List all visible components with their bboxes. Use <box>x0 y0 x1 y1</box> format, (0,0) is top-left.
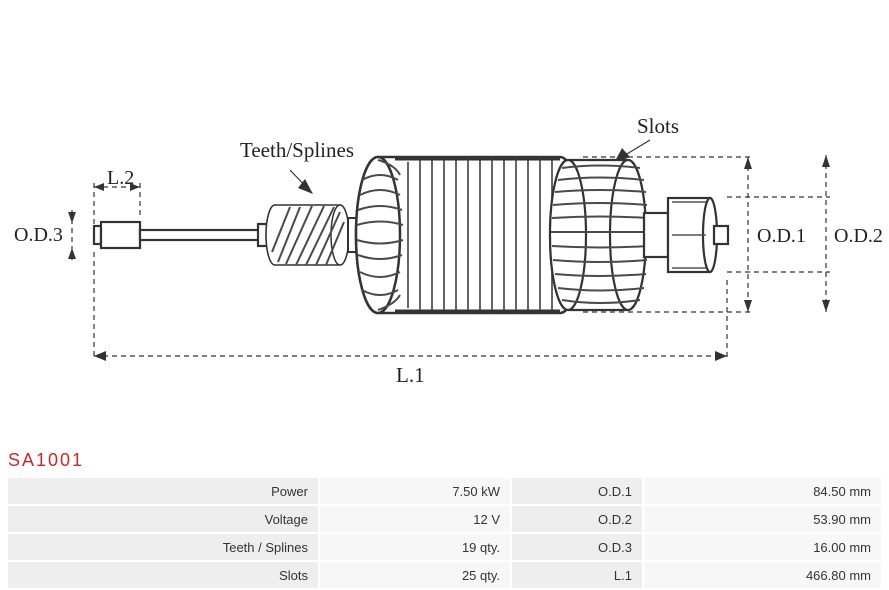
spec-value: 53.90 mm <box>644 506 881 532</box>
label-od2: O.D.2 <box>834 225 883 248</box>
spec-label: O.D.1 <box>512 478 642 504</box>
spec-value: 25 qty. <box>320 562 510 588</box>
spec-value: 19 qty. <box>320 534 510 560</box>
spec-label: L.1 <box>512 562 642 588</box>
spec-value: 84.50 mm <box>644 478 881 504</box>
spec-label: Teeth / Splines <box>8 534 318 560</box>
part-number: SA1001 <box>0 445 889 476</box>
table-row: Power 7.50 kW O.D.1 84.50 mm <box>8 478 881 504</box>
table-row: Voltage 12 V O.D.2 53.90 mm <box>8 506 881 532</box>
spec-label: Voltage <box>8 506 318 532</box>
spec-value: 12 V <box>320 506 510 532</box>
spec-table: Power 7.50 kW O.D.1 84.50 mm Voltage 12 … <box>0 476 889 590</box>
spec-label: Slots <box>8 562 318 588</box>
spec-label: O.D.2 <box>512 506 642 532</box>
table-row: Slots 25 qty. L.1 466.80 mm <box>8 562 881 588</box>
diagram-area: Teeth/Splines Slots L.2 O.D.3 L.1 O.D.1 … <box>0 0 889 445</box>
label-teeth-splines: Teeth/Splines <box>240 138 354 163</box>
spec-label: Power <box>8 478 318 504</box>
label-od3: O.D.3 <box>14 224 63 247</box>
label-l1: L.1 <box>396 363 425 388</box>
label-od1: O.D.1 <box>757 225 806 248</box>
table-row: Teeth / Splines 19 qty. O.D.3 16.00 mm <box>8 534 881 560</box>
spec-label: O.D.3 <box>512 534 642 560</box>
spec-value: 466.80 mm <box>644 562 881 588</box>
spec-value: 16.00 mm <box>644 534 881 560</box>
label-slots: Slots <box>637 114 679 139</box>
label-l2: L.2 <box>107 167 134 190</box>
spec-value: 7.50 kW <box>320 478 510 504</box>
armature-diagram <box>0 0 889 445</box>
